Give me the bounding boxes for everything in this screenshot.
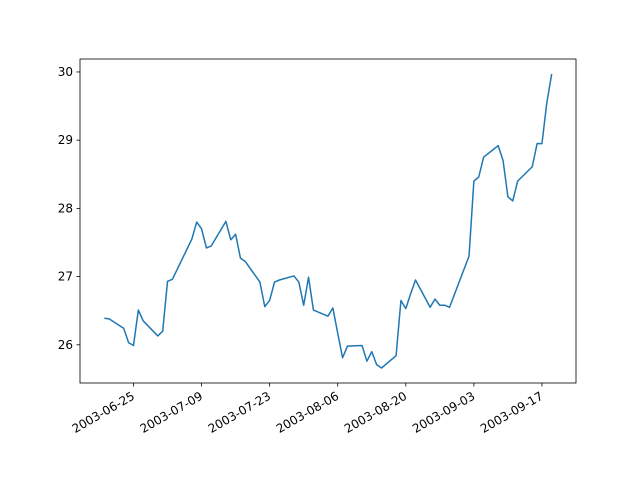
y-tick-label: 26 [58, 338, 73, 352]
y-tick-label: 30 [58, 65, 73, 79]
y-tick-label: 29 [58, 133, 73, 147]
y-tick-label: 28 [58, 201, 73, 215]
plot-frame [79, 58, 577, 384]
y-tick-label: 27 [58, 270, 73, 284]
data-line [104, 73, 553, 369]
